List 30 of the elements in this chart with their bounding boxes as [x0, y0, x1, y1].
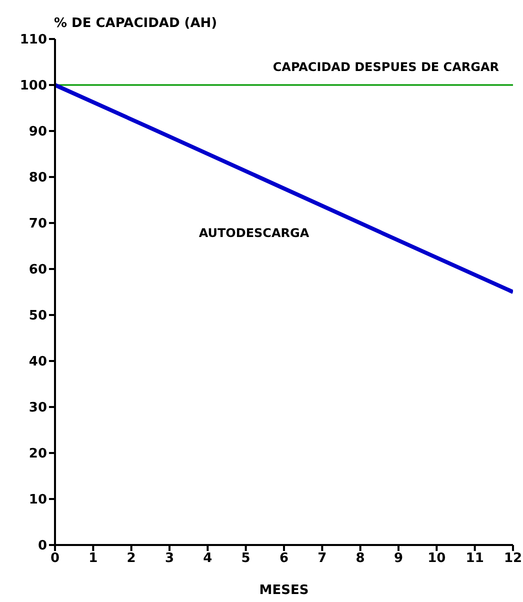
y-tick-label: 110 — [20, 32, 47, 48]
x-tick-label: 4 — [203, 551, 212, 566]
x-tick-label: 7 — [318, 551, 327, 566]
y-tick-label: 60 — [28, 262, 47, 278]
x-tick-label: 8 — [356, 551, 365, 566]
ref-line-label: CAPACIDAD DESPUES DE CARGAR — [272, 60, 499, 74]
y-tick-label: 40 — [28, 354, 47, 370]
x-axis-title: MESES — [259, 583, 309, 598]
x-tick-label: 12 — [504, 551, 522, 566]
x-tick-label: 2 — [126, 551, 136, 566]
x-tick-label: 11 — [466, 551, 484, 566]
y-tick-label: 70 — [28, 216, 47, 232]
x-tick-label: 9 — [394, 551, 404, 566]
x-tick-label: 0 — [50, 551, 60, 566]
line-series — [55, 83, 513, 294]
y-tick-label: 20 — [28, 446, 47, 462]
y-tick-label: 50 — [28, 308, 47, 324]
y-tick-label: 10 — [28, 492, 47, 508]
x-tick-label: 1 — [88, 551, 98, 566]
y-axis-title: % DE CAPACIDAD (AH) — [54, 16, 218, 31]
x-tick-label: 3 — [164, 551, 174, 566]
x-tick-label: 6 — [279, 551, 289, 566]
y-tick-label: 80 — [28, 170, 47, 186]
y-tick-label: 0 — [38, 538, 47, 554]
y-tick-label: 100 — [20, 78, 47, 94]
x-tick-label: 5 — [241, 551, 250, 566]
y-tick-label: 90 — [28, 124, 47, 140]
series-label: AUTODESCARGA — [198, 226, 310, 240]
y-tick-label: 30 — [28, 400, 47, 416]
x-tick-label: 10 — [428, 551, 446, 566]
